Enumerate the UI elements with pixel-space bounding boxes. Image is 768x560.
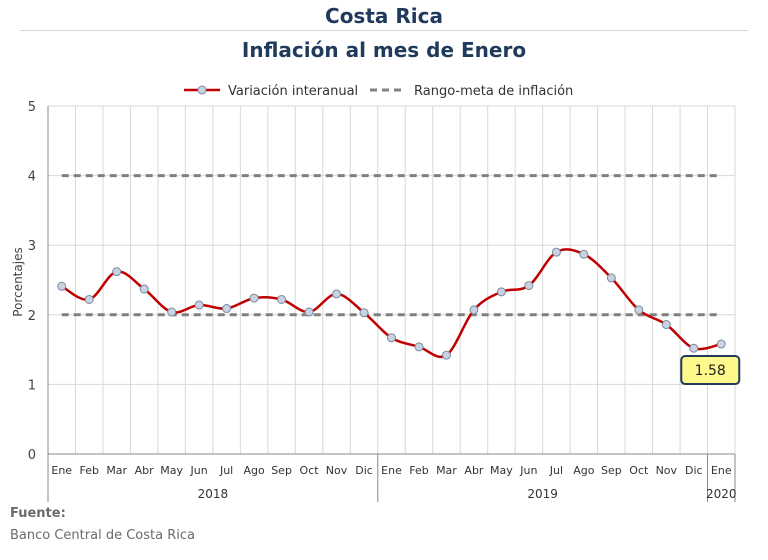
title-divider <box>20 30 748 31</box>
data-point <box>524 281 534 291</box>
data-point <box>304 307 314 317</box>
x-tick-label: Jul <box>549 464 563 477</box>
x-tick-label: Oct <box>300 464 320 477</box>
y-tick-label: 2 <box>28 309 36 324</box>
y-tick-label: 1 <box>28 378 36 393</box>
chart-title: Costa Rica <box>325 4 443 28</box>
x-tick-label: Mar <box>436 464 457 477</box>
x-tick-label: Jun <box>519 464 537 477</box>
y-tick-label: 4 <box>28 170 36 185</box>
x-tick-label: Ago <box>243 464 265 477</box>
source-label: Fuente: <box>10 506 66 521</box>
data-point <box>606 273 616 283</box>
year-label: 2018 <box>198 487 229 501</box>
x-tick-label: Jun <box>190 464 208 477</box>
data-point <box>634 305 644 315</box>
data-point <box>579 249 589 259</box>
x-tick-label: Sep <box>601 464 622 477</box>
data-point <box>194 300 204 310</box>
data-point <box>716 339 726 349</box>
year-label: 2020 <box>706 487 737 501</box>
x-tick-label: Dic <box>685 464 703 477</box>
x-tick-label: May <box>160 464 183 477</box>
year-label: 2019 <box>527 487 558 501</box>
data-point <box>689 343 699 353</box>
value-callout-label: 1.58 <box>695 363 726 379</box>
y-tick-label: 5 <box>28 100 36 115</box>
data-point <box>551 247 561 257</box>
x-tick-label: Jul <box>219 464 233 477</box>
y-tick-label: 0 <box>28 448 36 463</box>
data-point <box>167 307 177 317</box>
data-point <box>112 267 122 277</box>
data-point <box>441 350 451 360</box>
data-point <box>84 294 94 304</box>
data-point <box>332 289 342 299</box>
line-chart: 0 1 2 3 4 5 Porcentajes Ene Feb Mar Abr May Jun Jul Ag… <box>11 84 741 502</box>
y-axis-label: Porcentajes <box>11 247 25 316</box>
x-tick-label: Feb <box>79 464 98 477</box>
x-tick-label: Sep <box>271 464 292 477</box>
x-tick-label: May <box>490 464 513 477</box>
data-point <box>249 293 259 303</box>
data-point <box>469 305 479 315</box>
x-tick-label: Feb <box>409 464 428 477</box>
y-tick-label: 3 <box>28 239 36 254</box>
x-tick-label: Abr <box>135 464 155 477</box>
legend-label-variacion: Variación interanual <box>228 84 358 99</box>
x-tick-label: Mar <box>106 464 127 477</box>
data-point <box>387 333 396 343</box>
x-tick-label: Nov <box>326 464 348 477</box>
chart-subtitle: Inflación al mes de Enero <box>241 38 527 62</box>
x-tick-label: Nov <box>656 464 678 477</box>
data-point <box>359 308 369 318</box>
x-tick-label: Ene <box>51 464 72 477</box>
data-point <box>139 284 149 294</box>
data-point <box>57 281 67 291</box>
x-tick-label: Ene <box>381 464 402 477</box>
data-point <box>496 287 506 297</box>
legend-marker-variacion <box>197 85 207 95</box>
x-tick-label: Ago <box>573 464 595 477</box>
source-text: Banco Central de Costa Rica <box>10 528 195 543</box>
data-point <box>414 342 424 352</box>
data-point <box>222 304 232 314</box>
x-tick-label: Dic <box>355 464 373 477</box>
value-callout-box <box>680 355 741 386</box>
x-tick-label: Abr <box>464 464 484 477</box>
legend-label-rango: Rango-meta de inflación <box>414 84 573 99</box>
x-tick-label: Oct <box>629 464 649 477</box>
data-point <box>277 294 287 304</box>
data-point <box>661 320 671 330</box>
x-tick-label: Ene <box>711 464 732 477</box>
